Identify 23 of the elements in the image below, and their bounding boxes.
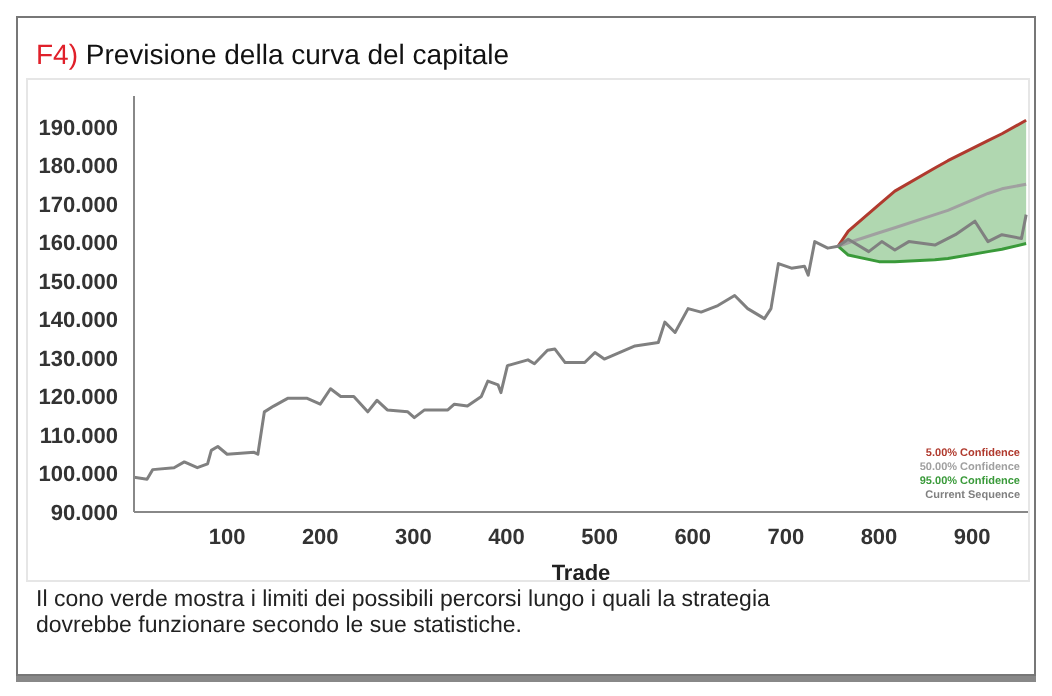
x-tick-label: 600 [674, 525, 712, 550]
y-tick-label: 170.000 [38, 193, 118, 218]
text: Il cono verde mostra i limiti dei possibili percorsi lungo i quali la strategia dovrebbe funzionare secondo le sue statistiche. [36, 588, 772, 640]
x-tick-label: 400 [488, 525, 525, 550]
y-tick-label: 100.000 [38, 463, 118, 488]
x-tick-label: 500 [581, 525, 618, 550]
x-tick-label: 200 [301, 525, 339, 550]
y-tick-label: 110.000 [39, 424, 118, 449]
x-tick-label: 300 [395, 525, 432, 550]
x-tick-label: 100 [208, 525, 246, 550]
chart-title: F4) Previsione della curva del capitale [36, 38, 510, 70]
x-tick-label: 800 [860, 525, 898, 550]
y-tick-label: 190.000 [38, 116, 118, 141]
y-tick-label: 160.000 [38, 232, 118, 257]
x-axis-title: Trade [551, 562, 611, 586]
y-tick-label: 130.000 [38, 347, 118, 372]
x-tick-label: 900 [953, 525, 991, 550]
y-tick-label: 90.000 [50, 501, 118, 526]
y-tick-label: 150.000 [38, 270, 118, 295]
y-tick-label: 180.000 [38, 155, 118, 180]
y-tick-label: 120.000 [38, 386, 118, 411]
y-tick-label: 140.000 [38, 309, 118, 334]
x-tick-label: 700 [767, 525, 805, 550]
